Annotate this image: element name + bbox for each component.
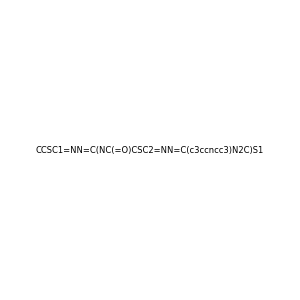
Text: CCSC1=NN=C(NC(=O)CSC2=NN=C(c3ccncc3)N2C)S1: CCSC1=NN=C(NC(=O)CSC2=NN=C(c3ccncc3)N2C)… (36, 146, 264, 154)
